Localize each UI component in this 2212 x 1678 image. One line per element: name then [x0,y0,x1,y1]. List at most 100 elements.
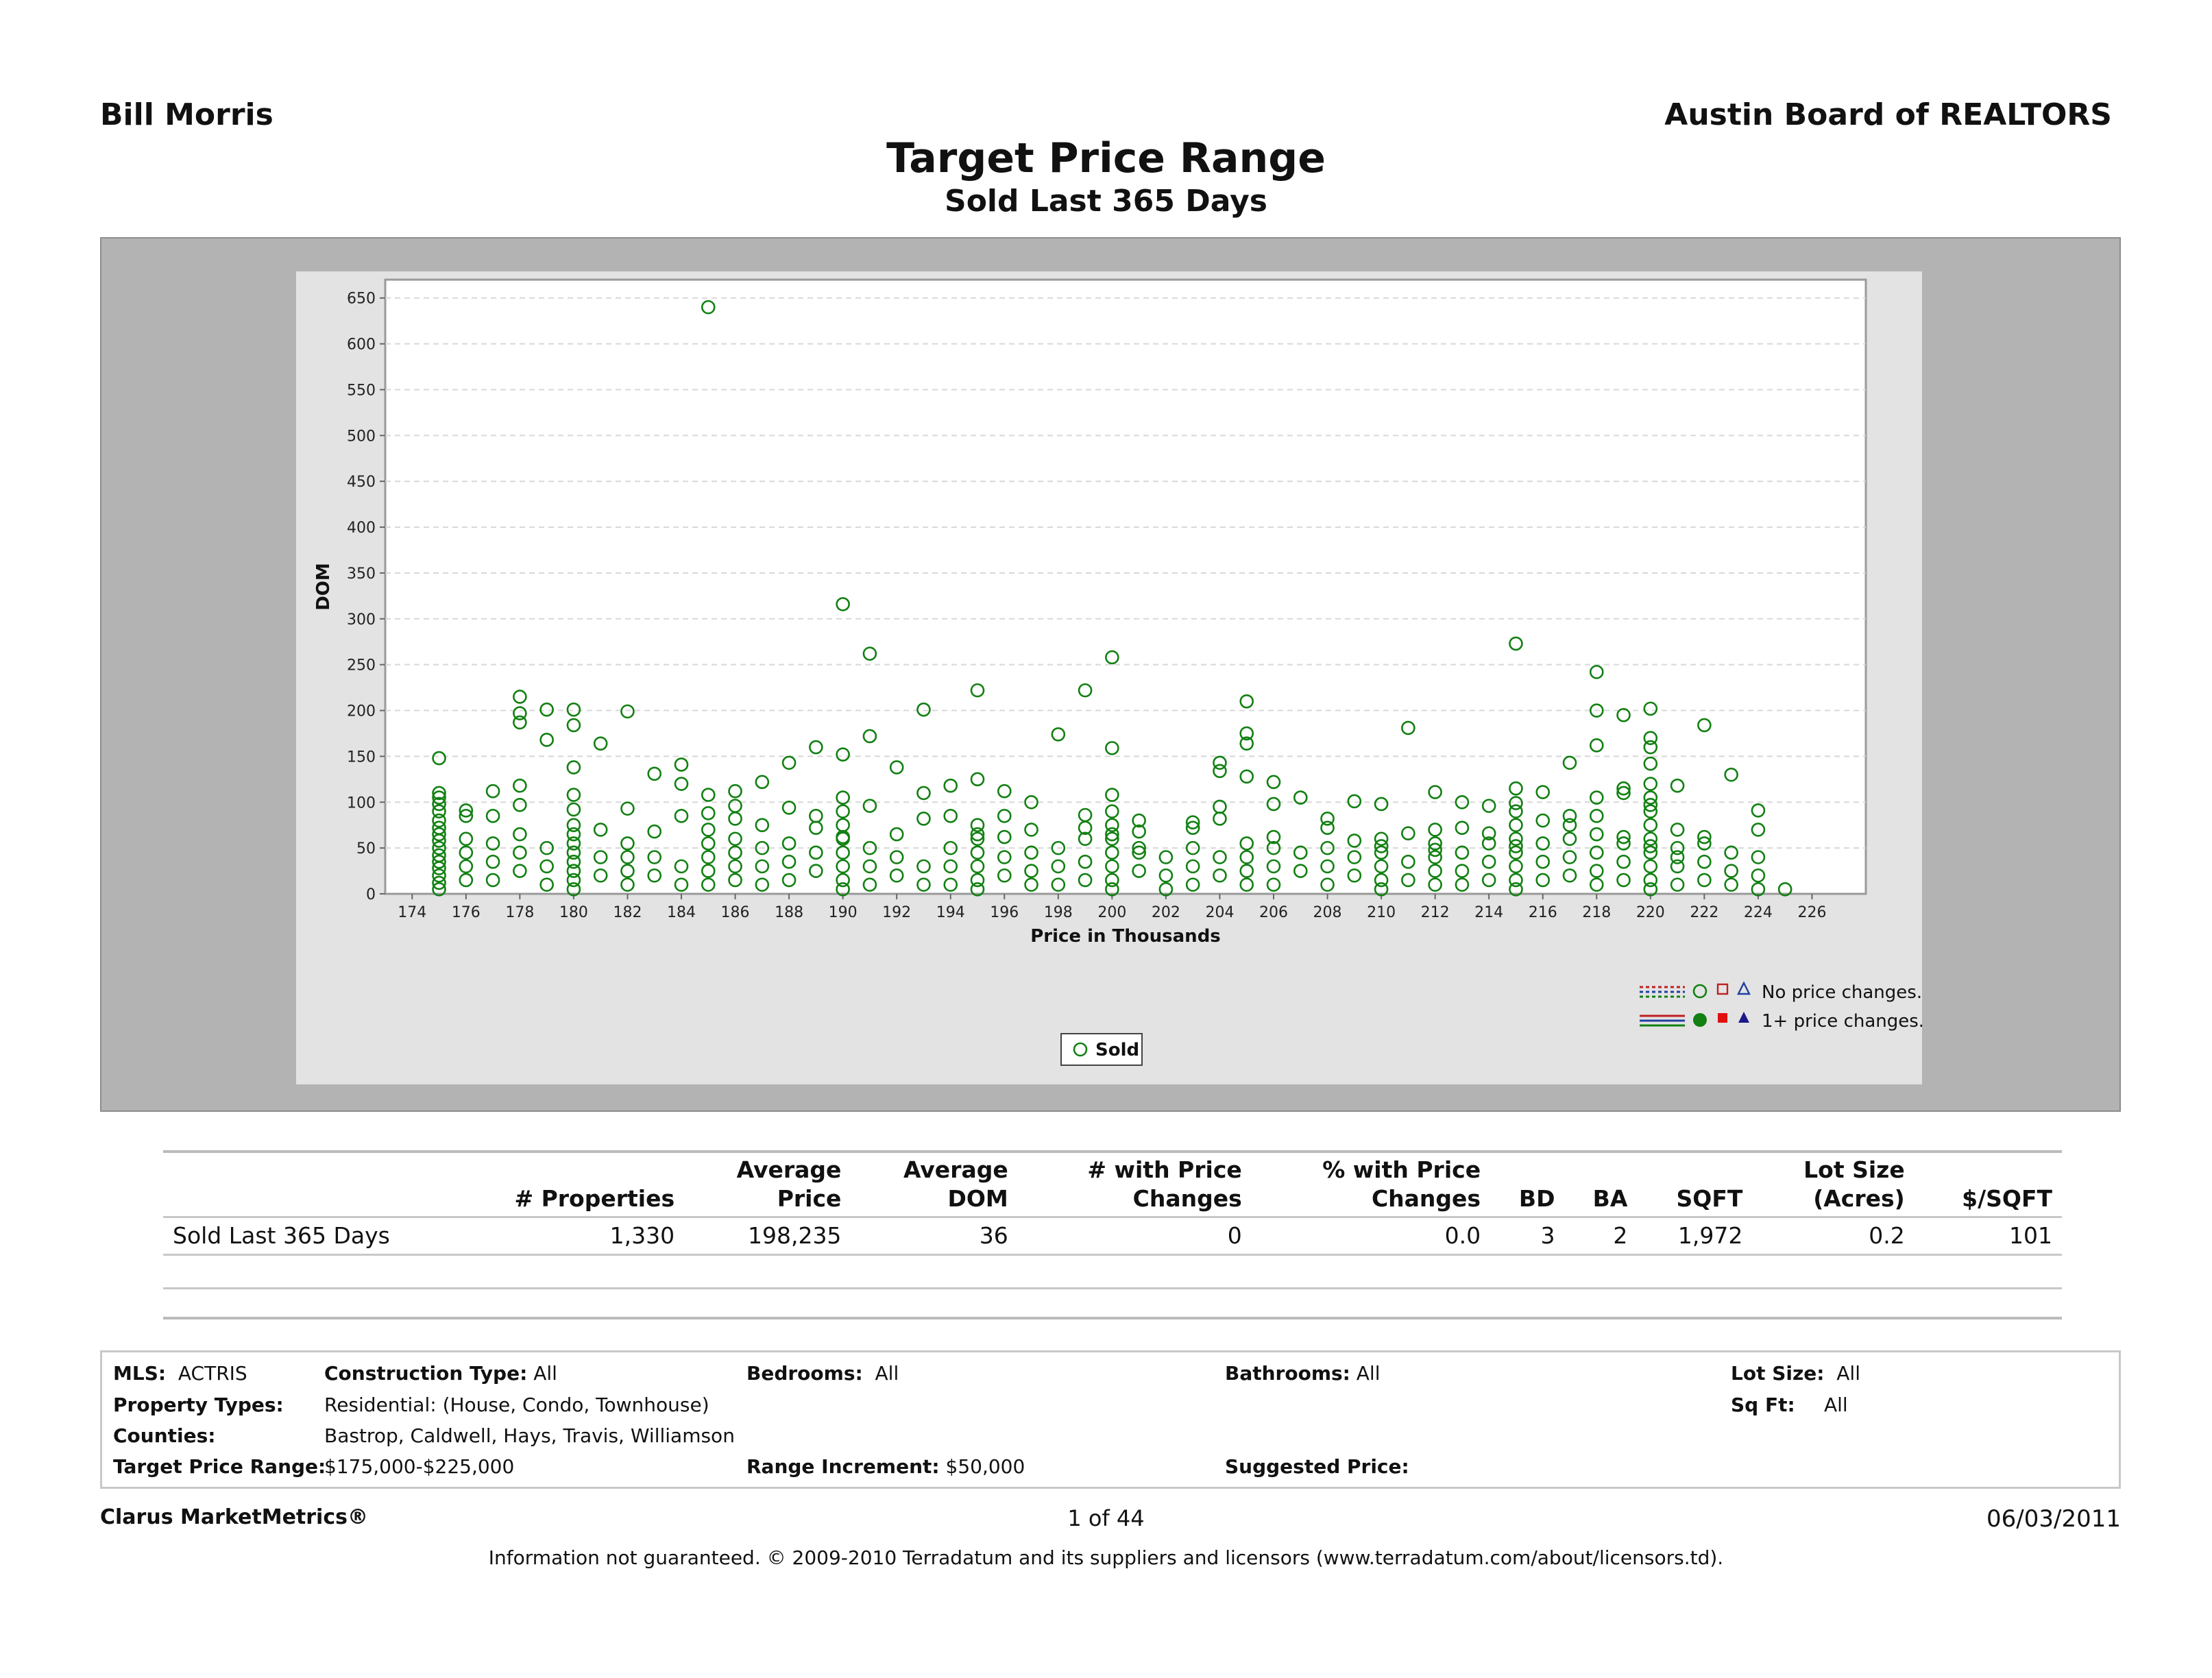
data-point [889,868,904,883]
data-point [432,840,446,855]
search-criteria: MLS: ACTRIS Construction Type: All Bedro… [100,1350,2121,1489]
data-point [1751,868,1766,883]
data-point [1670,859,1685,874]
data-point [809,864,823,878]
data-point [432,882,446,897]
data-point [1185,815,1200,829]
data-point [485,854,500,869]
data-point [1589,864,1604,878]
x-tick-label: 196 [990,904,1019,921]
data-point [1105,741,1119,755]
data-point [1589,665,1604,679]
data-point [728,831,742,847]
data-point [728,873,742,888]
legend-triangle-open-icon [1737,981,1751,995]
data-point [970,683,985,698]
data-point [1051,859,1066,874]
y-tick-label: 100 [347,794,376,812]
data-point [1428,864,1442,878]
data-point [566,788,581,802]
data-point [1643,804,1658,818]
data-point [943,859,958,874]
target-range-value: $175,000-$225,000 [324,1455,515,1478]
data-point [566,827,581,842]
y-tick-label: 500 [347,428,376,445]
data-point [1105,818,1119,833]
data-point [1724,877,1738,892]
data-point [1481,873,1496,888]
data-point [432,834,446,848]
x-tick-label: 218 [1582,904,1611,921]
data-point [1562,755,1577,770]
data-point [1509,804,1523,818]
data-point [1616,786,1631,801]
data-point [1293,845,1308,860]
data-point [916,877,931,892]
data-point [1643,790,1658,805]
data-point [1132,840,1146,855]
mls-label: MLS: [113,1362,167,1385]
data-point [1185,859,1200,874]
data-point [1428,850,1442,864]
x-tick-label: 174 [398,904,426,921]
data-point [1751,882,1766,897]
page-subtitle: Sold Last 365 Days [945,184,1267,219]
data-point [1481,826,1496,841]
data-point [1535,854,1551,869]
data-point [432,868,446,883]
data-point [970,873,985,888]
data-point [943,840,958,855]
property-types-value: Residential: (House, Condo, Townhouse) [324,1394,709,1416]
data-point [862,646,877,661]
data-point [432,827,446,842]
data-point [728,845,742,860]
data-point [1105,882,1119,897]
data-point [889,760,904,775]
counties-value: Bastrop, Caldwell, Hays, Travis, William… [324,1424,735,1447]
series-legend-label: Sold [1095,1040,1139,1060]
y-tick-label: 450 [347,474,376,491]
data-point [836,882,850,897]
data-point [781,755,797,770]
data-point [701,877,716,892]
data-point [674,877,689,892]
x-tick-label: 190 [829,904,858,921]
data-point [1616,781,1631,796]
y-tick-label: 300 [347,611,376,629]
data-point [916,812,931,826]
data-point [459,859,474,874]
data-point [1266,859,1281,874]
data-point [1589,790,1604,805]
cell-label: Sold Last 365 Days [173,1222,390,1249]
property-types-label: Property Types: [113,1394,284,1416]
cell-price-per-sqft: 101 [2009,1222,2052,1249]
x-tick-label: 208 [1313,904,1342,921]
data-point [620,850,635,864]
data-point [1105,845,1119,860]
data-point [566,882,581,897]
data-point [781,873,797,888]
y-tick-label: 650 [347,291,376,308]
data-point [1374,882,1389,897]
x-tick-label: 182 [613,904,642,921]
data-point [1401,826,1415,841]
y-tick-label: 0 [366,886,376,903]
data-point [1562,850,1577,864]
y-tick-label: 250 [347,657,376,674]
data-point [1509,636,1523,651]
data-point [1589,877,1604,892]
lot-size-label: Lot Size: [1731,1362,1825,1385]
data-point [1455,820,1470,836]
y-axis-label: DOM [313,563,334,611]
data-point [701,836,716,851]
data-point [1078,831,1093,847]
cell-avg-dom: 36 [979,1222,1008,1249]
col-header-avg-dom: Average DOM [903,1156,1008,1212]
data-point [836,829,850,844]
data-point [970,772,985,787]
data-point [1213,755,1227,770]
cell-lot-size: 0.2 [1869,1222,1905,1249]
data-point [836,747,850,762]
data-point [1643,882,1658,897]
data-point [1670,778,1685,793]
